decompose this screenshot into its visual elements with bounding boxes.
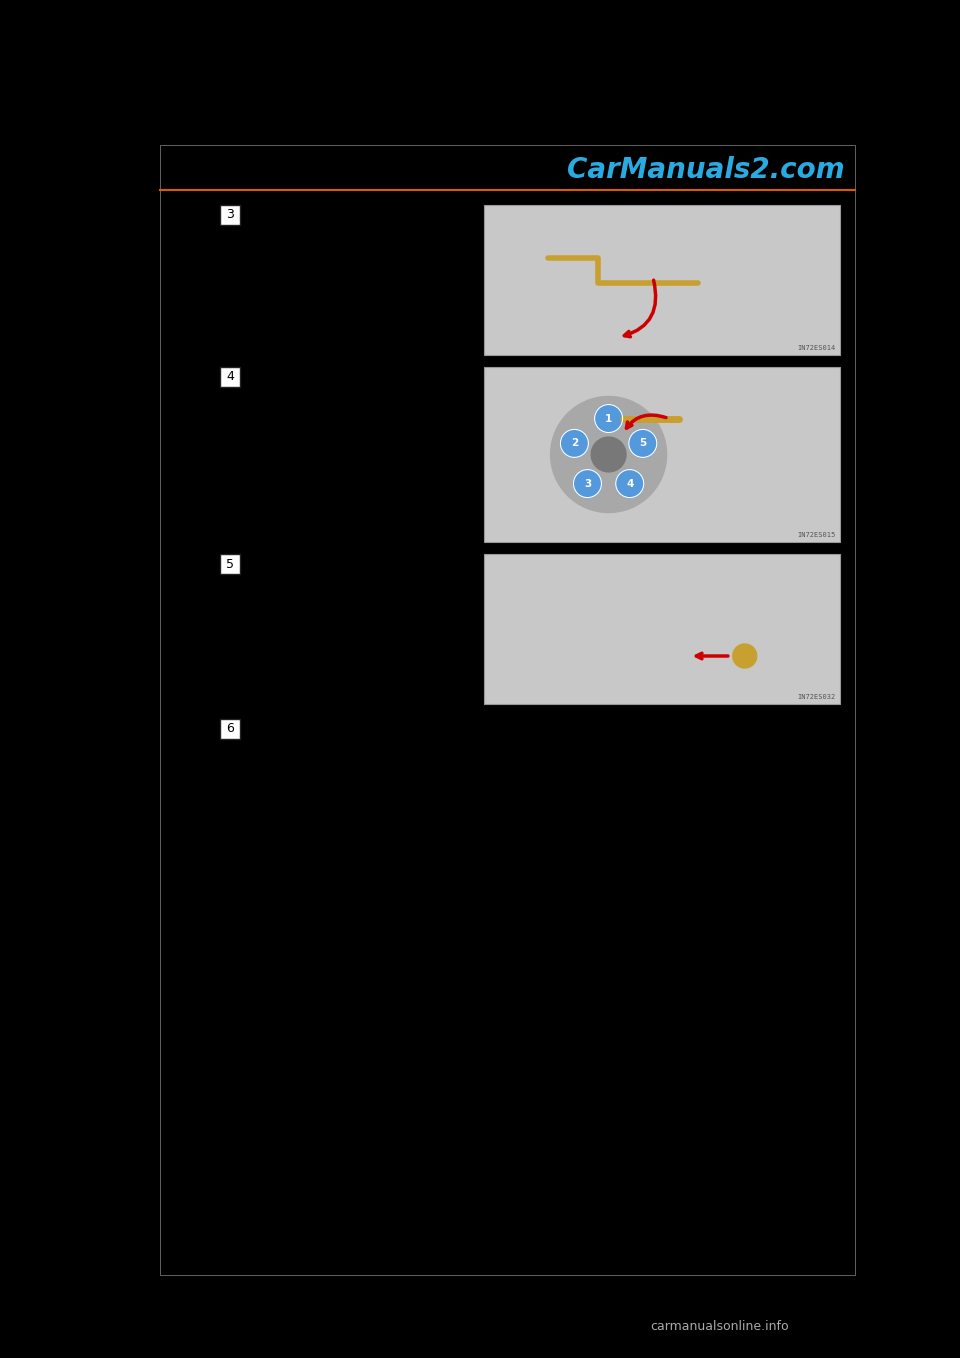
Text: 668: 668	[220, 171, 257, 189]
Text: 3: 3	[226, 209, 234, 221]
Text: 1: 1	[605, 414, 612, 424]
Bar	[220, 718, 240, 739]
Text: 4: 4	[626, 478, 634, 489]
Circle shape	[615, 470, 644, 497]
Text: 3: 3	[584, 478, 591, 489]
Circle shape	[591, 437, 626, 471]
Text: 8-2. Steps to take in an emergency: 8-2. Steps to take in an emergency	[285, 174, 506, 186]
Circle shape	[561, 429, 588, 458]
Text: IN72ES015: IN72ES015	[798, 532, 836, 538]
Circle shape	[732, 644, 756, 668]
Bar	[484, 205, 840, 354]
Text: 76 ft•lbf (103 N•m, 10.5 kgf•m): 76 ft•lbf (103 N•m, 10.5 kgf•m)	[245, 448, 459, 460]
Bar	[484, 554, 840, 703]
Text: carmanualsonline.info: carmanualsonline.info	[651, 1320, 789, 1334]
Text: 4: 4	[226, 371, 234, 383]
Circle shape	[573, 470, 602, 497]
Circle shape	[551, 397, 666, 512]
Circle shape	[629, 429, 657, 458]
Text: in the illustration.: in the illustration.	[245, 409, 363, 422]
Text: ES350_300h_OM_OM33B99U_(U): ES350_300h_OM_OM33B99U_(U)	[220, 1256, 396, 1267]
Text: CarManuals2.com: CarManuals2.com	[567, 156, 845, 183]
Text: Reinstall the wheel ornament.: Reinstall the wheel ornament.	[245, 579, 445, 592]
Text: Stow the flat tire, tire jack and all tools.: Stow the flat tire, tire jack and all to…	[245, 722, 509, 736]
Circle shape	[594, 405, 623, 433]
Bar	[220, 205, 240, 225]
Bar	[160, 145, 855, 1275]
Text: Firmly tighten each wheel nut two: Firmly tighten each wheel nut two	[245, 375, 472, 388]
Bar	[220, 554, 240, 574]
Bar	[484, 367, 840, 542]
Text: 6: 6	[226, 722, 234, 736]
Text: IN72ES032: IN72ES032	[798, 694, 836, 699]
Text: Lower the vehicle.: Lower the vehicle.	[245, 209, 367, 221]
Text: IN72ES014: IN72ES014	[798, 345, 836, 350]
Text: or three times in the order shown: or three times in the order shown	[245, 392, 469, 405]
Text: 5: 5	[639, 439, 646, 448]
Bar	[220, 367, 240, 387]
Text: Vehicles with a full-size spare tire:: Vehicles with a full-size spare tire:	[245, 562, 473, 574]
Text: 5: 5	[226, 558, 234, 570]
Text: 2: 2	[571, 439, 578, 448]
Text: Tightening torque:: Tightening torque:	[245, 430, 386, 444]
